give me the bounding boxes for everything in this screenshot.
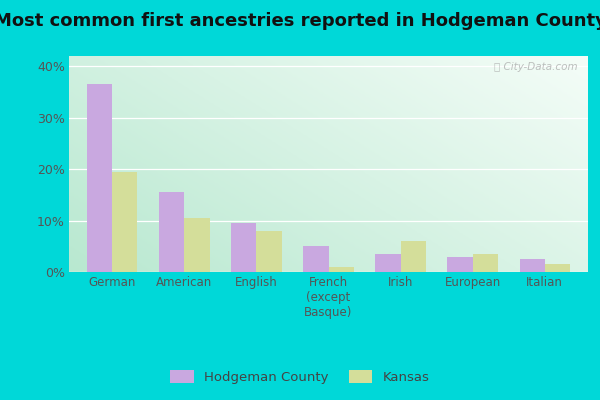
Bar bbox=[473, 254, 498, 272]
Bar bbox=[256, 231, 281, 272]
Bar bbox=[401, 241, 426, 272]
Bar bbox=[303, 246, 329, 272]
Text: Most common first ancestries reported in Hodgeman County: Most common first ancestries reported in… bbox=[0, 12, 600, 30]
Bar bbox=[159, 192, 184, 272]
Text: ⓘ City-Data.com: ⓘ City-Data.com bbox=[494, 62, 578, 72]
Bar bbox=[376, 254, 401, 272]
Bar bbox=[520, 259, 545, 272]
Bar bbox=[545, 264, 570, 272]
Legend: Hodgeman County, Kansas: Hodgeman County, Kansas bbox=[165, 365, 435, 390]
Bar bbox=[231, 223, 256, 272]
Bar bbox=[112, 172, 137, 272]
Bar bbox=[329, 267, 354, 272]
Bar bbox=[87, 84, 112, 272]
Bar bbox=[448, 256, 473, 272]
Bar bbox=[184, 218, 209, 272]
